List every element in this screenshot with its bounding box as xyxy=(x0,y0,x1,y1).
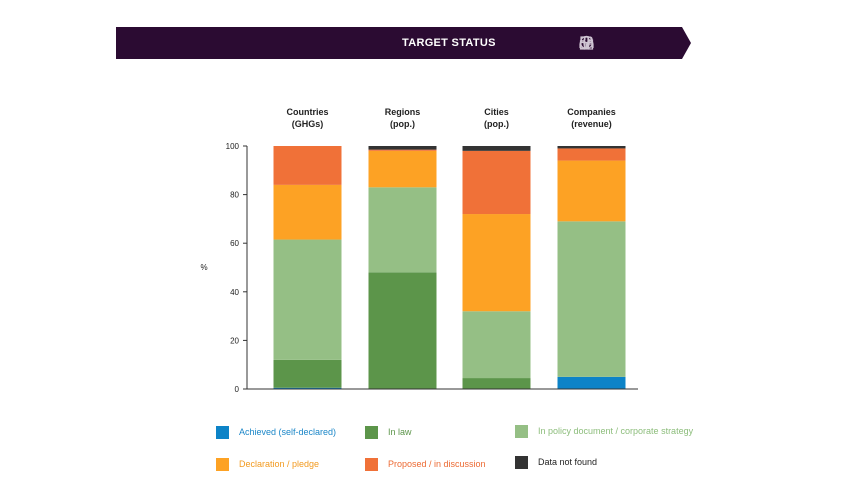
legend-item: In law xyxy=(365,425,412,439)
bar-segment xyxy=(368,272,437,389)
legend-swatch xyxy=(216,425,229,439)
category-label: (revenue) xyxy=(571,119,612,129)
category-label: (pop.) xyxy=(390,119,415,129)
y-tick-label: 20 xyxy=(230,336,239,345)
banner-icons xyxy=(579,35,657,51)
legend-label: In law xyxy=(388,427,412,437)
category-label: (GHGs) xyxy=(292,119,324,129)
bar-segment xyxy=(462,378,531,389)
legend-item: Proposed / in discussion xyxy=(365,457,486,471)
legend-swatch xyxy=(365,457,378,471)
y-tick-label: 80 xyxy=(230,191,239,200)
legend-item: In policy document / corporate strategy xyxy=(515,424,693,438)
legend-swatch xyxy=(365,425,378,439)
y-tick-label: 60 xyxy=(230,239,239,248)
bar-segment xyxy=(368,187,437,273)
banner-background xyxy=(116,27,691,59)
bar-segment xyxy=(557,148,626,161)
legend-item: Data not found xyxy=(515,455,597,469)
legend-label: Achieved (self-declared) xyxy=(239,427,337,437)
legend-label: Proposed / in discussion xyxy=(388,459,486,469)
header-banner: TARGET STATUS xyxy=(116,27,691,59)
legend-item: Achieved (self-declared) xyxy=(216,425,336,439)
bar-segment xyxy=(273,146,342,185)
category-label: Cities xyxy=(484,107,509,117)
bar-segment xyxy=(462,150,531,215)
category-label: (pop.) xyxy=(484,119,509,129)
category-label: Companies xyxy=(567,107,616,117)
bar-segment xyxy=(557,146,626,149)
bar-segment xyxy=(462,311,531,379)
category-label: Regions xyxy=(385,107,421,117)
bar-segment xyxy=(368,146,437,150)
legend-label: Data not found xyxy=(538,457,598,467)
bar-segment xyxy=(273,184,342,240)
bar-segment xyxy=(462,146,531,151)
bar-segment xyxy=(368,150,437,188)
bar-segment xyxy=(462,214,531,312)
legend-label: In policy document / corporate strategy xyxy=(538,426,694,436)
bar-segment xyxy=(557,221,626,377)
y-tick-label: 40 xyxy=(230,288,239,297)
bar-segment xyxy=(273,239,342,360)
bar-segment xyxy=(273,387,342,389)
y-tick-label: 0 xyxy=(235,385,240,394)
bar-segment xyxy=(368,149,437,151)
legend-swatch xyxy=(515,424,528,438)
y-tick-label: 100 xyxy=(226,142,240,151)
company-icon xyxy=(579,35,657,50)
legend-swatch xyxy=(515,455,528,469)
bar-segment xyxy=(273,359,342,388)
category-label: Countries xyxy=(286,107,328,117)
y-axis-label: % xyxy=(200,263,207,272)
legend-label: Declaration / pledge xyxy=(239,459,320,469)
legend-swatch xyxy=(216,457,229,471)
bar-segment xyxy=(557,376,626,389)
bar-segment xyxy=(557,160,626,222)
banner-title: TARGET STATUS xyxy=(402,37,496,49)
legend-item: Declaration / pledge xyxy=(216,457,319,471)
